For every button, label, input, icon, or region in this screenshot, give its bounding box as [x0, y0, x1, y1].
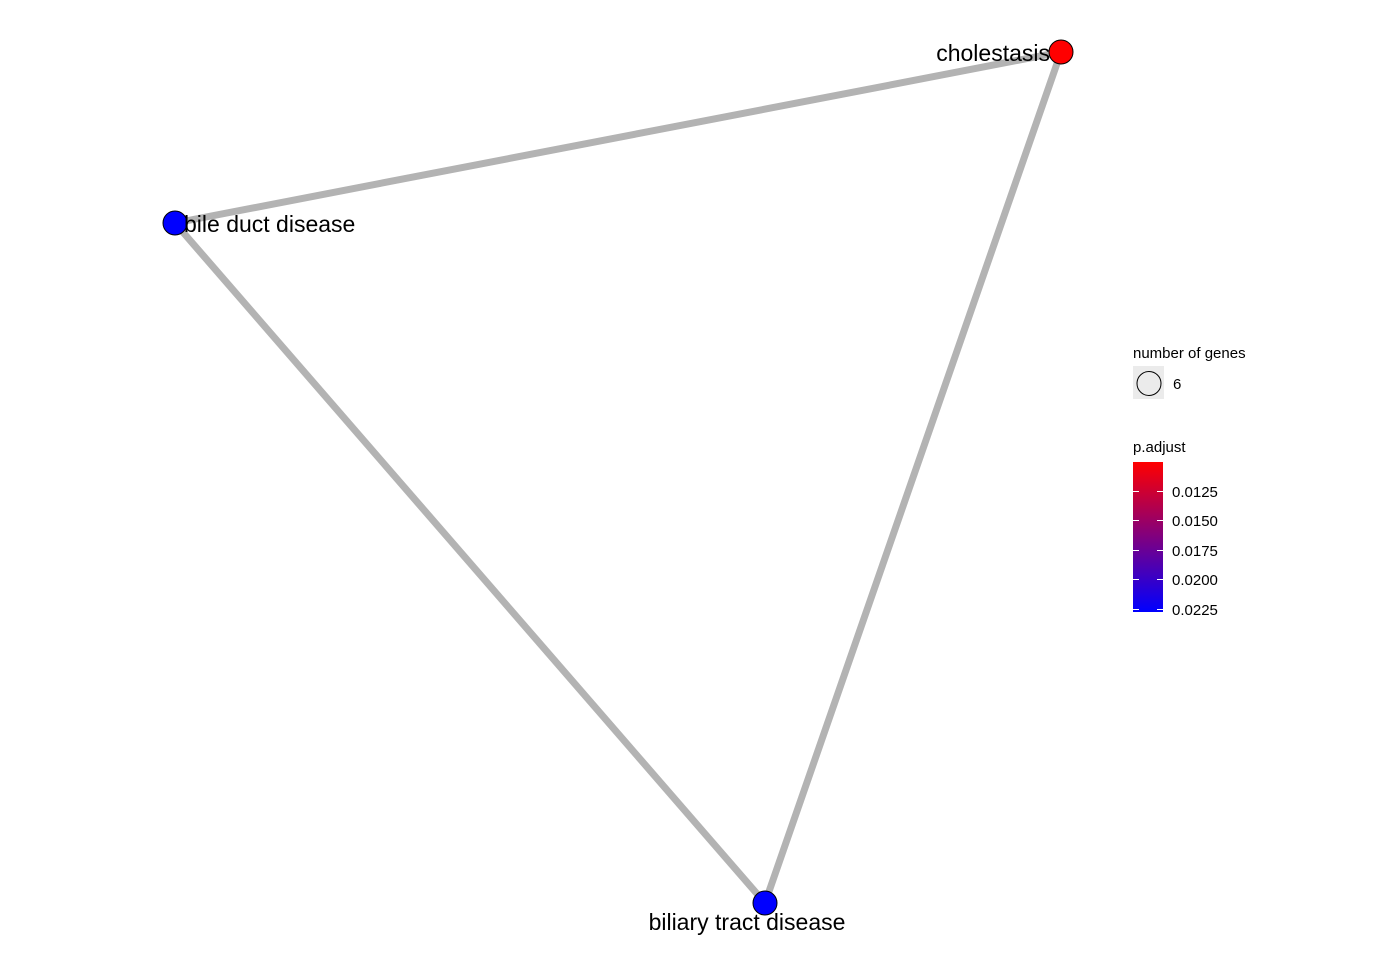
colorbar-tick-label-3: 0.0175 — [1172, 543, 1218, 560]
color-legend-title: p.adjust — [1133, 439, 1186, 456]
colorbar-tick-label-2: 0.0150 — [1172, 513, 1218, 530]
node-cholestasis — [1049, 40, 1073, 64]
network-node-labels: cholestasis bile duct disease biliary tr… — [184, 40, 1050, 935]
edge-cholestasis-biliary-tract-disease — [765, 52, 1061, 903]
colorbar-tick-label-4: 0.0200 — [1172, 572, 1218, 589]
network-nodes — [163, 40, 1073, 915]
size-legend-label: 6 — [1173, 376, 1181, 393]
edge-cholestasis-bile-duct-disease — [175, 52, 1061, 223]
node-label-cholestasis: cholestasis — [936, 40, 1050, 66]
size-legend-key-circle — [1137, 372, 1161, 396]
node-label-biliary-tract-disease: biliary tract disease — [649, 909, 846, 935]
edge-bile-duct-disease-biliary-tract-disease — [175, 223, 765, 903]
size-legend: number of genes 6 — [1133, 345, 1246, 399]
color-legend-colorbar — [1133, 462, 1163, 612]
colorbar-tick-label-5: 0.0225 — [1172, 602, 1218, 619]
node-label-bile-duct-disease: bile duct disease — [184, 211, 355, 237]
colorbar-tick-label-1: 0.0125 — [1172, 484, 1218, 501]
network-edges — [175, 52, 1061, 903]
color-legend: p.adjust 0.0125 0.0150 0.0175 0.0200 0.0… — [1133, 439, 1218, 619]
size-legend-title: number of genes — [1133, 345, 1246, 362]
